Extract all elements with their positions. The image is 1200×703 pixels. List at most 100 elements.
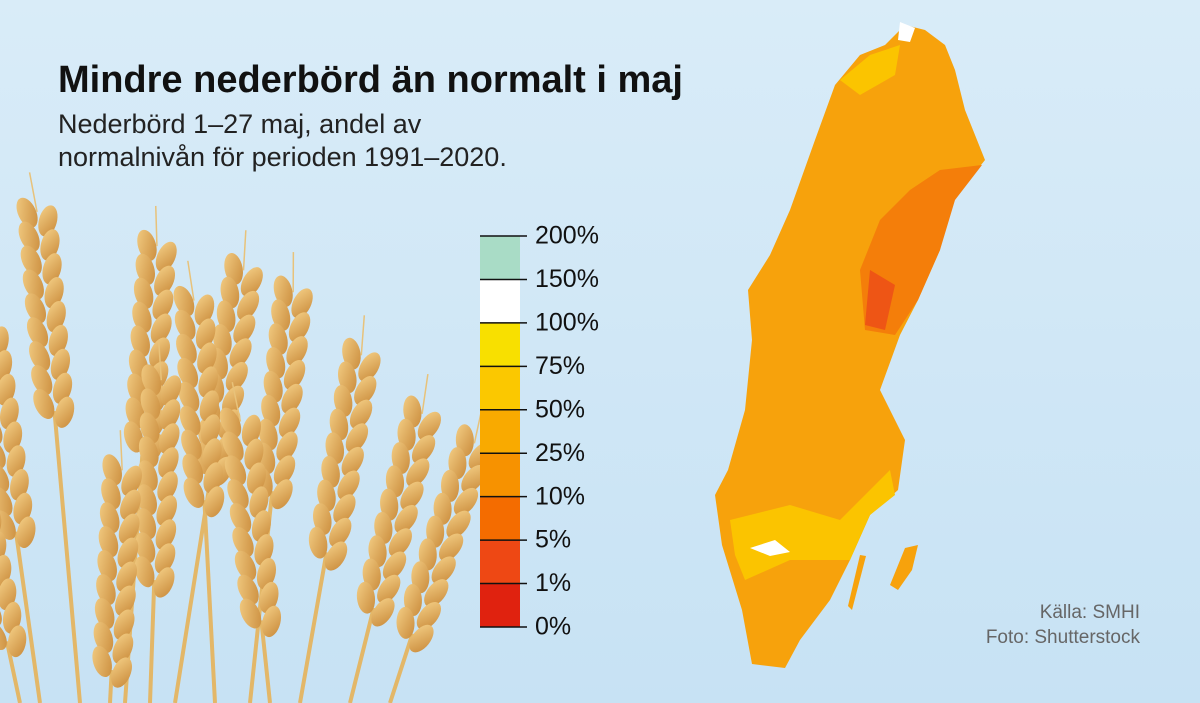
wheat-grain — [31, 365, 53, 396]
wheat-grain — [155, 519, 177, 550]
legend-swatch — [480, 453, 520, 497]
wheat-grain — [213, 324, 232, 356]
legend-label: 10% — [535, 482, 585, 510]
wheat-grain — [48, 324, 68, 357]
wheat-awn — [28, 172, 38, 213]
wheat-grain — [224, 455, 247, 486]
wheat-grain — [121, 465, 143, 496]
wheat-grain — [54, 396, 75, 428]
wheat-grain — [116, 561, 138, 592]
wheat-grain — [229, 338, 252, 368]
wheat-grain — [237, 574, 259, 605]
wheat-stem — [108, 669, 114, 703]
oland — [848, 555, 866, 610]
wheat-awn — [242, 230, 247, 271]
wheat-grain — [130, 325, 150, 357]
wheat-grain — [256, 557, 277, 590]
wheat-grain — [333, 385, 353, 417]
wheat-grain — [416, 601, 442, 630]
wheat-grain — [273, 275, 293, 307]
wheat-photo — [0, 172, 493, 703]
wheat-grain — [160, 375, 182, 406]
wheat-grain — [38, 205, 58, 237]
legend-label: 50% — [535, 395, 585, 423]
wheat-grain — [239, 598, 262, 629]
wheat-grain — [133, 277, 154, 309]
wheat-grain — [356, 581, 376, 614]
wheat-grain — [281, 383, 303, 414]
wheat-grain — [138, 460, 158, 492]
wheat-grain — [202, 438, 222, 470]
legend-label: 75% — [535, 352, 585, 380]
wheat-grain — [94, 598, 115, 630]
wheat-grain — [240, 267, 263, 297]
wheat-grain — [197, 342, 217, 374]
legend-label: 0% — [535, 613, 571, 641]
wheat-grain — [394, 504, 418, 534]
wheat-stalk — [348, 373, 442, 703]
wheat-grain — [225, 361, 248, 392]
wheat-grain — [345, 423, 369, 453]
wheat-grain — [204, 486, 225, 518]
wheat-grain — [114, 585, 136, 616]
wheat-grain — [222, 385, 245, 416]
wheat-stem — [52, 410, 82, 703]
legend-swatch — [480, 322, 520, 367]
wheat-grain — [291, 288, 313, 319]
wheat-grain — [227, 479, 249, 510]
wheat-grain — [99, 502, 120, 534]
wheat-grain — [40, 229, 60, 261]
wheat-grain — [97, 550, 117, 582]
wheat-grain — [259, 581, 279, 614]
wheat-grain — [174, 309, 196, 341]
legend: 200% 150% 100% 75% 50% 25% 10% 5% 1% 0% — [480, 222, 599, 641]
wheat-grain — [263, 371, 283, 403]
wheat-grain — [7, 625, 27, 658]
wheat-grain — [154, 265, 176, 296]
wheat-grain — [200, 414, 221, 446]
wheat-grain — [178, 381, 200, 413]
wheat-grain — [0, 486, 13, 517]
wheat-stem — [13, 531, 42, 703]
wheat-grain — [102, 454, 123, 486]
wheat-grain — [112, 633, 134, 664]
sweden-map — [715, 22, 985, 668]
wheat-grain — [136, 508, 157, 540]
wheat-grain — [203, 462, 224, 494]
wheat-grain — [29, 341, 51, 372]
wheat-grain — [198, 366, 218, 398]
wheat-grain — [341, 446, 364, 477]
wheat-grain — [244, 438, 264, 470]
wheat-grain — [358, 352, 381, 382]
wheat-grain — [396, 606, 415, 639]
legend-swatch — [480, 236, 520, 280]
wheat-grain — [0, 350, 13, 382]
wheat-grain — [234, 550, 257, 581]
legend-swatch — [480, 583, 520, 627]
wheat-grain — [137, 484, 157, 516]
wheat-grain — [138, 436, 159, 468]
wheat-grain — [354, 376, 377, 406]
wheat-grain — [155, 241, 177, 272]
legend-label: 100% — [535, 308, 599, 336]
wheat-stem — [348, 607, 376, 703]
wheat-grain — [159, 399, 181, 430]
wheat-grain — [220, 276, 240, 309]
wheat-grain — [195, 318, 216, 350]
legend-label: 150% — [535, 265, 599, 293]
wheat-grain — [271, 479, 293, 510]
gotland — [890, 545, 918, 590]
wheat-grain — [273, 455, 296, 486]
wheat-grain — [0, 439, 6, 469]
wheat-grain — [42, 253, 62, 285]
wheat-grain — [424, 579, 449, 607]
wheat-grain — [140, 388, 161, 420]
wheat-grain — [283, 359, 306, 390]
legend-swatch — [480, 279, 520, 323]
wheat-grain — [325, 432, 345, 465]
wheat-grain — [411, 435, 436, 464]
wheat-grain — [233, 314, 256, 344]
wheat-grain — [134, 556, 155, 588]
wheat-grain — [232, 527, 254, 557]
